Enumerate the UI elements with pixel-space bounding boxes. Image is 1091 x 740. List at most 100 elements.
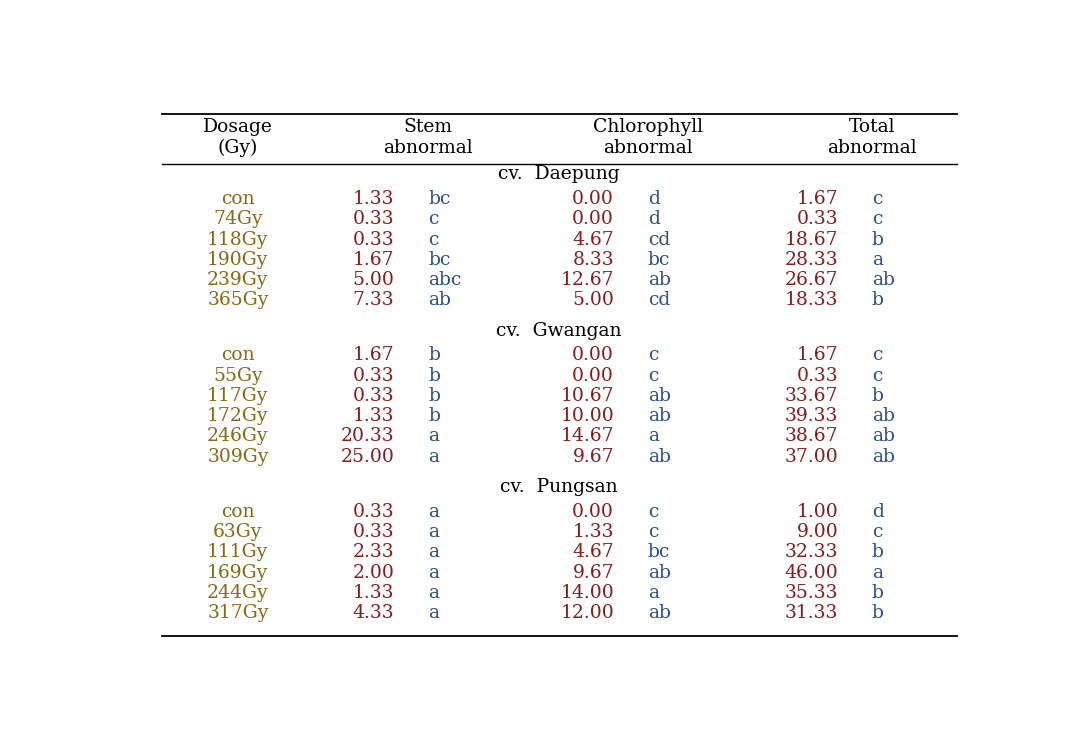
Text: ab: ab [872, 448, 895, 465]
Text: Chlorophyll
abnormal: Chlorophyll abnormal [592, 118, 703, 157]
Text: 10.00: 10.00 [561, 407, 614, 426]
Text: c: c [648, 367, 658, 385]
Text: c: c [648, 503, 658, 521]
Text: 1.33: 1.33 [352, 584, 394, 602]
Text: cd: cd [648, 292, 670, 309]
Text: 1.67: 1.67 [352, 251, 394, 269]
Text: c: c [872, 210, 883, 228]
Text: 0.33: 0.33 [796, 367, 838, 385]
Text: 0.00: 0.00 [572, 367, 614, 385]
Text: 0.00: 0.00 [572, 190, 614, 208]
Text: ab: ab [648, 407, 671, 426]
Text: cv.  Gwangan: cv. Gwangan [496, 322, 622, 340]
Text: 7.33: 7.33 [352, 292, 394, 309]
Text: 4.67: 4.67 [573, 231, 614, 249]
Text: c: c [872, 190, 883, 208]
Text: b: b [872, 231, 884, 249]
Text: a: a [428, 448, 439, 465]
Text: ab: ab [872, 271, 895, 289]
Text: 0.33: 0.33 [352, 210, 394, 228]
Text: 0.33: 0.33 [796, 210, 838, 228]
Text: 28.33: 28.33 [784, 251, 838, 269]
Text: 0.33: 0.33 [352, 387, 394, 405]
Text: a: a [648, 428, 659, 445]
Text: ab: ab [648, 271, 671, 289]
Text: d: d [872, 503, 884, 521]
Text: 0.00: 0.00 [572, 503, 614, 521]
Text: ab: ab [648, 387, 671, 405]
Text: 0.33: 0.33 [352, 367, 394, 385]
Text: 1.67: 1.67 [352, 346, 394, 365]
Text: 2.00: 2.00 [352, 564, 394, 582]
Text: 111Gy: 111Gy [207, 543, 268, 562]
Text: 317Gy: 317Gy [207, 604, 268, 622]
Text: ab: ab [872, 428, 895, 445]
Text: 1.33: 1.33 [352, 190, 394, 208]
Text: Stem
abnormal: Stem abnormal [383, 118, 472, 157]
Text: bc: bc [428, 251, 451, 269]
Text: 26.67: 26.67 [784, 271, 838, 289]
Text: 55Gy: 55Gy [213, 367, 263, 385]
Text: 1.67: 1.67 [796, 190, 838, 208]
Text: 74Gy: 74Gy [213, 210, 263, 228]
Text: 4.67: 4.67 [573, 543, 614, 562]
Text: b: b [428, 346, 440, 365]
Text: 10.67: 10.67 [561, 387, 614, 405]
Text: c: c [872, 523, 883, 541]
Text: con: con [221, 346, 254, 365]
Text: d: d [648, 190, 660, 208]
Text: 169Gy: 169Gy [207, 564, 268, 582]
Text: a: a [428, 564, 439, 582]
Text: b: b [428, 367, 440, 385]
Text: 118Gy: 118Gy [207, 231, 268, 249]
Text: c: c [648, 346, 658, 365]
Text: b: b [872, 387, 884, 405]
Text: 244Gy: 244Gy [207, 584, 268, 602]
Text: Dosage
(Gy): Dosage (Gy) [203, 118, 273, 157]
Text: 5.00: 5.00 [352, 271, 394, 289]
Text: d: d [648, 210, 660, 228]
Text: c: c [428, 210, 439, 228]
Text: 63Gy: 63Gy [213, 523, 263, 541]
Text: c: c [872, 367, 883, 385]
Text: 9.00: 9.00 [796, 523, 838, 541]
Text: 37.00: 37.00 [784, 448, 838, 465]
Text: 365Gy: 365Gy [207, 292, 268, 309]
Text: a: a [428, 543, 439, 562]
Text: abc: abc [428, 271, 461, 289]
Text: Total
abnormal: Total abnormal [827, 118, 916, 157]
Text: 32.33: 32.33 [784, 543, 838, 562]
Text: a: a [872, 251, 883, 269]
Text: 117Gy: 117Gy [207, 387, 268, 405]
Text: 12.00: 12.00 [561, 604, 614, 622]
Text: 0.33: 0.33 [352, 523, 394, 541]
Text: 309Gy: 309Gy [207, 448, 268, 465]
Text: a: a [872, 564, 883, 582]
Text: 172Gy: 172Gy [207, 407, 268, 426]
Text: 4.33: 4.33 [352, 604, 394, 622]
Text: ab: ab [648, 604, 671, 622]
Text: 9.67: 9.67 [573, 564, 614, 582]
Text: 190Gy: 190Gy [207, 251, 268, 269]
Text: 38.67: 38.67 [784, 428, 838, 445]
Text: 1.67: 1.67 [796, 346, 838, 365]
Text: 239Gy: 239Gy [207, 271, 268, 289]
Text: 12.67: 12.67 [561, 271, 614, 289]
Text: 18.67: 18.67 [784, 231, 838, 249]
Text: b: b [872, 543, 884, 562]
Text: 5.00: 5.00 [572, 292, 614, 309]
Text: a: a [428, 523, 439, 541]
Text: ab: ab [872, 407, 895, 426]
Text: 0.00: 0.00 [572, 346, 614, 365]
Text: c: c [872, 346, 883, 365]
Text: b: b [872, 604, 884, 622]
Text: cv.  Pungsan: cv. Pungsan [501, 478, 618, 496]
Text: 9.67: 9.67 [573, 448, 614, 465]
Text: b: b [428, 387, 440, 405]
Text: 18.33: 18.33 [784, 292, 838, 309]
Text: 0.00: 0.00 [572, 210, 614, 228]
Text: 31.33: 31.33 [784, 604, 838, 622]
Text: a: a [428, 503, 439, 521]
Text: con: con [221, 190, 254, 208]
Text: 14.00: 14.00 [561, 584, 614, 602]
